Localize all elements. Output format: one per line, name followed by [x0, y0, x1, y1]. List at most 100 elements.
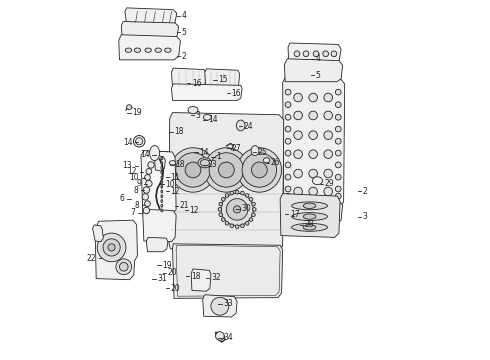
- Ellipse shape: [161, 190, 163, 193]
- Circle shape: [148, 162, 154, 168]
- Circle shape: [221, 198, 225, 201]
- Ellipse shape: [200, 159, 210, 166]
- Circle shape: [285, 174, 291, 180]
- Circle shape: [211, 297, 229, 315]
- Circle shape: [294, 93, 302, 102]
- Text: 17: 17: [290, 210, 299, 219]
- Circle shape: [225, 194, 229, 197]
- Circle shape: [230, 191, 234, 195]
- Ellipse shape: [188, 107, 198, 114]
- Circle shape: [241, 191, 244, 195]
- Text: 14: 14: [208, 115, 218, 124]
- Circle shape: [313, 51, 319, 57]
- Circle shape: [308, 206, 319, 217]
- Text: 23: 23: [207, 160, 217, 169]
- Text: 3: 3: [196, 111, 200, 120]
- Circle shape: [251, 162, 267, 178]
- Circle shape: [219, 202, 222, 206]
- Ellipse shape: [263, 158, 270, 163]
- Circle shape: [285, 114, 291, 120]
- Text: 15: 15: [218, 75, 228, 84]
- Text: 14: 14: [140, 150, 150, 159]
- Circle shape: [335, 174, 341, 180]
- Ellipse shape: [161, 162, 163, 165]
- Text: 30: 30: [241, 204, 251, 213]
- Text: 20: 20: [171, 284, 180, 293]
- Text: 21: 21: [179, 201, 189, 210]
- Text: 5: 5: [181, 28, 186, 37]
- Polygon shape: [285, 59, 343, 82]
- Circle shape: [237, 148, 282, 192]
- Circle shape: [309, 187, 318, 196]
- Text: 32: 32: [211, 273, 220, 282]
- Circle shape: [219, 162, 234, 178]
- Ellipse shape: [292, 224, 327, 231]
- Circle shape: [324, 93, 333, 102]
- Text: 8: 8: [133, 185, 138, 194]
- Circle shape: [294, 150, 302, 158]
- Circle shape: [145, 201, 150, 207]
- Circle shape: [309, 150, 318, 158]
- Text: 19: 19: [132, 108, 142, 117]
- Circle shape: [335, 126, 341, 132]
- Text: 12: 12: [171, 187, 180, 196]
- Circle shape: [324, 111, 333, 120]
- Ellipse shape: [161, 167, 163, 169]
- Text: 9: 9: [137, 179, 142, 188]
- Circle shape: [324, 131, 333, 139]
- Circle shape: [245, 221, 249, 225]
- Circle shape: [226, 199, 248, 220]
- Ellipse shape: [134, 48, 141, 52]
- Polygon shape: [288, 43, 341, 64]
- Ellipse shape: [170, 161, 176, 165]
- Text: 2: 2: [362, 187, 367, 196]
- Circle shape: [218, 208, 221, 211]
- Ellipse shape: [155, 48, 161, 52]
- Text: 33: 33: [223, 299, 233, 308]
- Polygon shape: [155, 151, 172, 213]
- Polygon shape: [203, 295, 237, 317]
- Circle shape: [103, 239, 120, 256]
- Text: 14: 14: [123, 138, 133, 147]
- Circle shape: [294, 187, 302, 196]
- Circle shape: [142, 194, 148, 200]
- Circle shape: [235, 225, 239, 228]
- Ellipse shape: [161, 185, 163, 188]
- Ellipse shape: [203, 114, 211, 120]
- Circle shape: [326, 206, 337, 217]
- Circle shape: [235, 190, 239, 194]
- Polygon shape: [280, 194, 340, 237]
- Circle shape: [143, 187, 149, 193]
- Polygon shape: [284, 200, 343, 224]
- Circle shape: [335, 162, 341, 168]
- Text: 29: 29: [324, 179, 334, 188]
- Polygon shape: [119, 35, 180, 60]
- Circle shape: [252, 213, 255, 216]
- Polygon shape: [172, 84, 242, 100]
- Circle shape: [143, 207, 149, 214]
- Polygon shape: [93, 225, 103, 242]
- Ellipse shape: [292, 202, 327, 210]
- Text: 16: 16: [231, 89, 241, 98]
- Polygon shape: [191, 269, 211, 291]
- Ellipse shape: [303, 214, 316, 219]
- Text: 19: 19: [162, 261, 172, 270]
- Circle shape: [221, 218, 225, 221]
- Circle shape: [216, 332, 224, 340]
- Ellipse shape: [161, 171, 163, 174]
- Circle shape: [204, 148, 248, 192]
- Circle shape: [145, 175, 150, 180]
- Ellipse shape: [149, 145, 160, 161]
- Circle shape: [234, 206, 241, 213]
- Circle shape: [331, 51, 337, 57]
- Text: 31: 31: [157, 274, 167, 283]
- Ellipse shape: [303, 203, 316, 208]
- Text: 22: 22: [87, 254, 96, 263]
- Circle shape: [120, 262, 128, 271]
- Ellipse shape: [161, 195, 163, 198]
- Polygon shape: [95, 220, 137, 280]
- Text: 34: 34: [223, 333, 233, 342]
- Text: 18: 18: [174, 127, 183, 136]
- Circle shape: [252, 208, 256, 211]
- Circle shape: [249, 198, 253, 201]
